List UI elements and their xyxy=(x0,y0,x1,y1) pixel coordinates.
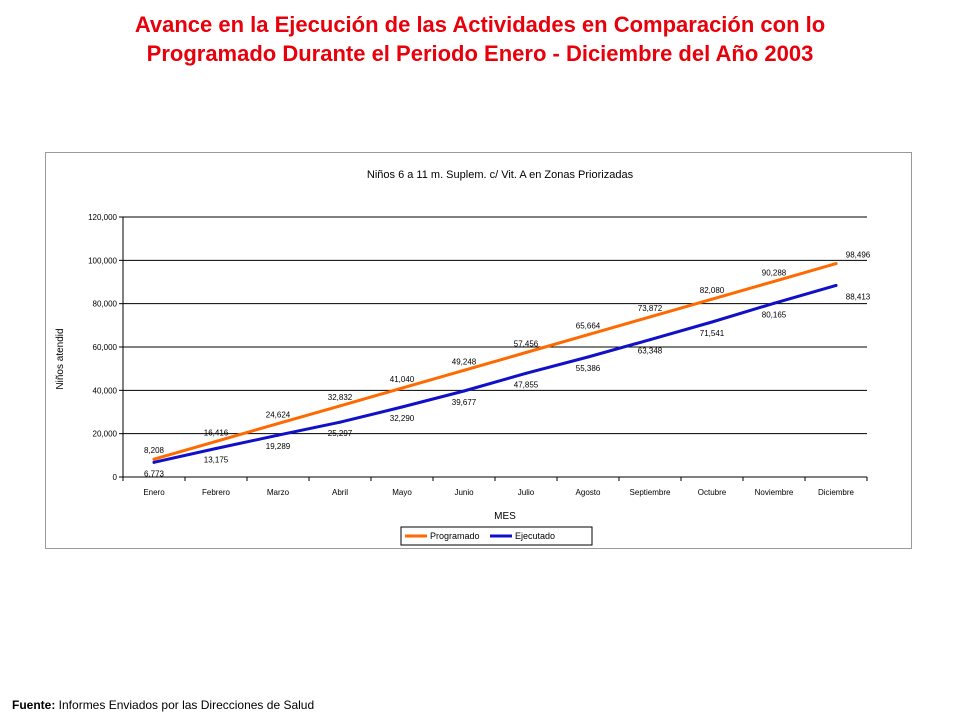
line-chart: Niños 6 a 11 m. Suplem. c/ Vit. A en Zon… xyxy=(55,169,871,546)
x-tick-label: Diciembre xyxy=(818,488,855,497)
legend-label: Ejecutado xyxy=(515,531,555,541)
data-label: 49,248 xyxy=(452,357,477,366)
data-label: 47,855 xyxy=(514,380,539,389)
x-tick-label: Marzo xyxy=(267,488,290,497)
y-tick-label: 80,000 xyxy=(93,300,118,309)
data-label: 32,832 xyxy=(328,393,353,402)
y-tick-label: 20,000 xyxy=(93,430,118,439)
legend-label: Programado xyxy=(430,531,480,541)
data-label: 41,040 xyxy=(390,375,415,384)
series-line-ejecutado xyxy=(152,283,838,464)
data-label: 13,175 xyxy=(204,455,229,464)
data-point xyxy=(710,297,714,301)
data-point xyxy=(462,368,466,372)
data-label: 88,413 xyxy=(846,292,871,301)
data-point xyxy=(834,283,838,287)
data-label: 71,541 xyxy=(700,329,725,338)
data-point xyxy=(214,446,218,450)
slide-title-line-2: Programado Durante el Periodo Enero - Di… xyxy=(146,41,814,66)
data-label: 25,297 xyxy=(328,429,353,438)
chart-frame: Niños 6 a 11 m. Suplem. c/ Vit. A en Zon… xyxy=(45,152,912,549)
data-point xyxy=(834,262,838,266)
data-point xyxy=(648,338,652,342)
slide-title-line-1: Avance en la Ejecución de las Actividade… xyxy=(134,12,826,37)
data-label: 39,677 xyxy=(452,398,477,407)
slide-title: Avance en la Ejecución de las Actividade… xyxy=(0,10,960,68)
x-tick-label: Febrero xyxy=(202,488,231,497)
data-label: 73,872 xyxy=(638,304,663,313)
series-line-programado xyxy=(152,262,838,461)
data-point xyxy=(152,460,156,464)
x-tick-label: Junio xyxy=(454,488,474,497)
x-tick-label: Abril xyxy=(332,488,348,497)
x-axis-title: MES xyxy=(494,511,516,522)
data-label: 24,624 xyxy=(266,411,291,420)
x-tick-label: Mayo xyxy=(392,488,412,497)
data-label: 65,664 xyxy=(576,322,601,331)
data-label: 80,165 xyxy=(762,310,787,319)
data-label: 8,208 xyxy=(144,446,165,455)
data-point xyxy=(772,301,776,305)
x-tick-label: Julio xyxy=(518,488,535,497)
data-point xyxy=(276,433,280,437)
data-label: 82,080 xyxy=(700,286,725,295)
y-tick-label: 120,000 xyxy=(88,213,117,222)
data-point xyxy=(524,371,528,375)
data-point xyxy=(338,404,342,408)
x-tick-label: Agosto xyxy=(576,488,601,497)
y-axis-title: Niños atendid xyxy=(55,328,66,389)
data-label: 16,416 xyxy=(204,428,229,437)
data-label: 32,290 xyxy=(390,414,415,423)
source-footer: Fuente: Informes Enviados por las Direcc… xyxy=(12,698,314,712)
x-tick-label: Octubre xyxy=(698,488,727,497)
data-point xyxy=(400,405,404,409)
x-tick-label: Septiembre xyxy=(630,488,671,497)
data-point xyxy=(214,439,218,443)
x-tick-label: Enero xyxy=(143,488,165,497)
y-tick-label: 40,000 xyxy=(93,386,118,395)
data-point xyxy=(710,320,714,324)
y-tick-label: 60,000 xyxy=(93,343,118,352)
data-label: 98,496 xyxy=(846,251,871,260)
data-point xyxy=(772,279,776,283)
x-tick-label: Noviembre xyxy=(755,488,794,497)
data-point xyxy=(586,333,590,337)
data-label: 55,386 xyxy=(576,364,601,373)
y-tick-label: 100,000 xyxy=(88,256,117,265)
data-point xyxy=(524,351,528,355)
y-tick-label: 0 xyxy=(113,473,118,482)
data-point xyxy=(276,422,280,426)
data-label: 19,289 xyxy=(266,442,291,451)
chart-title: Niños 6 a 11 m. Suplem. c/ Vit. A en Zon… xyxy=(367,169,634,181)
data-label: 57,456 xyxy=(514,340,539,349)
source-label: Fuente: xyxy=(12,698,56,712)
data-label: 63,348 xyxy=(638,347,663,356)
data-point xyxy=(338,420,342,424)
data-label: 6,773 xyxy=(144,469,165,478)
data-point xyxy=(152,457,156,461)
data-point xyxy=(462,389,466,393)
data-label: 90,288 xyxy=(762,268,787,277)
source-text: Informes Enviados por las Direcciones de… xyxy=(55,698,315,712)
data-point xyxy=(400,386,404,390)
data-point xyxy=(586,355,590,359)
data-point xyxy=(648,315,652,319)
